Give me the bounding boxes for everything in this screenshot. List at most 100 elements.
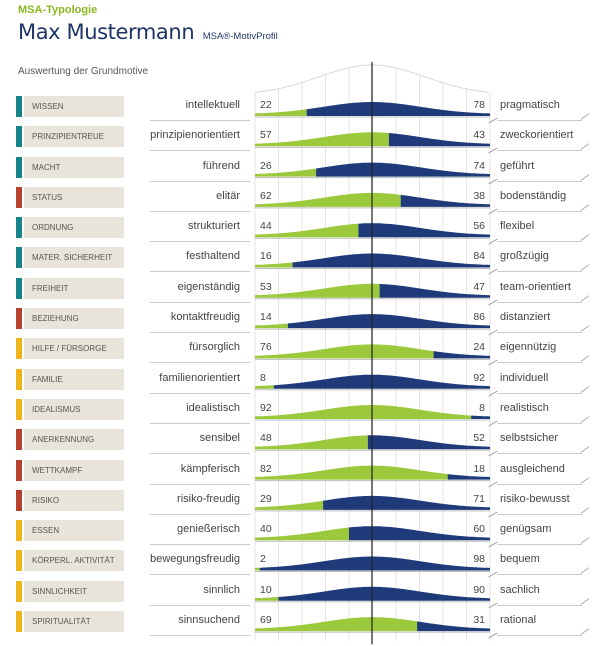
left-underline bbox=[150, 120, 250, 121]
right-underline bbox=[497, 210, 582, 212]
left-value-label: 14 bbox=[260, 311, 272, 324]
category-flag bbox=[16, 126, 22, 148]
left-underline bbox=[150, 513, 250, 515]
right-value-label: 84 bbox=[473, 250, 485, 263]
category-label: MACHT bbox=[24, 156, 124, 178]
motive-row: IDEALISMUS idealistisch 92 8 realistisch bbox=[0, 398, 597, 428]
right-value-label: 47 bbox=[473, 280, 485, 293]
right-trait-label: team-orientiert bbox=[500, 280, 571, 293]
right-trait-label: rational bbox=[500, 614, 537, 627]
left-value-label: 16 bbox=[260, 250, 272, 263]
right-underline bbox=[497, 483, 582, 485]
left-trait-label: kontaktfreudig bbox=[170, 311, 240, 324]
bar-left-share bbox=[255, 405, 472, 419]
person-name: Max Mustermann bbox=[18, 20, 195, 44]
bar-left-share bbox=[255, 168, 317, 177]
motive-row: FAMILIE familienorientiert 8 92 individuell bbox=[0, 368, 597, 398]
bar-right-share bbox=[388, 133, 490, 147]
bar-right-share bbox=[400, 194, 490, 207]
right-tick bbox=[580, 385, 590, 393]
left-underline bbox=[150, 544, 250, 546]
category-label: WETTKAMPF bbox=[24, 459, 124, 481]
bar-left-share bbox=[255, 435, 368, 450]
motive-row: ESSEN genießerisch 40 60 genügsam bbox=[0, 519, 597, 549]
right-tick bbox=[580, 295, 590, 302]
left-underline bbox=[150, 150, 250, 152]
left-trait-label: bewegungsfreudig bbox=[150, 553, 240, 566]
right-tick bbox=[580, 416, 590, 423]
category-label: MATER. SICHERHEIT bbox=[24, 247, 124, 269]
bar-left-share bbox=[255, 465, 448, 480]
category-flag bbox=[16, 489, 22, 511]
right-value-label: 86 bbox=[473, 311, 485, 324]
left-underline bbox=[150, 392, 250, 394]
left-underline bbox=[150, 574, 250, 576]
left-trait-label: kämpferisch bbox=[180, 462, 240, 475]
right-underline bbox=[497, 120, 582, 121]
category-label: ANERKENNUNG bbox=[24, 429, 124, 451]
category-label: BEZIEHUNG bbox=[24, 308, 124, 330]
bar-right-share bbox=[273, 374, 490, 389]
bar-right-share bbox=[292, 253, 490, 268]
left-underline bbox=[150, 210, 250, 212]
motive-row: MACHT führend 26 74 geführt bbox=[0, 156, 597, 186]
category-flag bbox=[16, 550, 22, 572]
motive-row: ORDNUNG strukturiert 44 56 flexibel bbox=[0, 216, 597, 246]
left-value-label: 2 bbox=[260, 553, 266, 566]
right-underline bbox=[497, 574, 582, 576]
left-value-label: 48 bbox=[260, 432, 272, 445]
bar-right-share bbox=[316, 162, 490, 177]
left-value-label: 62 bbox=[260, 189, 272, 202]
right-value-label: 24 bbox=[473, 341, 485, 354]
left-value-label: 44 bbox=[260, 220, 272, 233]
motive-row: ANERKENNUNG sensibel 48 52 selbstsicher bbox=[0, 428, 597, 458]
right-trait-label: distanziert bbox=[500, 311, 551, 324]
right-underline bbox=[497, 422, 582, 424]
category-label: ORDNUNG bbox=[24, 217, 124, 239]
category-label: SPIRITUALITÄT bbox=[24, 611, 124, 633]
left-trait-label: genießerisch bbox=[177, 523, 240, 536]
motive-row: PRINZIPIENTREUE prinzipienorientiert 57 43 z… bbox=[0, 125, 597, 155]
motive-row: HILFE / FÜRSORGE fürsorglich 76 24 eigennütz… bbox=[0, 337, 597, 367]
category-flag bbox=[16, 398, 22, 420]
left-underline bbox=[150, 241, 250, 243]
right-underline bbox=[497, 544, 582, 546]
motive-row: STATUS elitär 62 38 bodenständig bbox=[0, 186, 597, 216]
left-value-label: 53 bbox=[260, 280, 272, 293]
bar-left-share bbox=[255, 344, 434, 359]
bar-right-share bbox=[447, 474, 490, 480]
category-flag bbox=[16, 429, 22, 451]
left-trait-label: familienorientiert bbox=[159, 371, 240, 384]
category-flag bbox=[16, 611, 22, 633]
right-underline bbox=[497, 332, 582, 334]
motive-row: WISSEN intellektuell 22 78 pragmatisch bbox=[0, 95, 597, 125]
left-underline bbox=[150, 604, 250, 606]
category-flag bbox=[16, 186, 22, 208]
bar-right-share bbox=[358, 223, 490, 238]
right-tick bbox=[580, 113, 590, 120]
right-value-label: 78 bbox=[473, 99, 485, 111]
category-label: FREIHEIT bbox=[24, 277, 124, 299]
bar-right-share bbox=[306, 102, 490, 116]
right-tick bbox=[580, 264, 590, 272]
bar-right-share bbox=[433, 351, 490, 359]
left-underline bbox=[150, 332, 250, 334]
bar-right-share bbox=[471, 415, 490, 419]
left-trait-label: festhaltend bbox=[186, 250, 240, 263]
left-value-label: 26 bbox=[260, 159, 272, 172]
right-underline bbox=[497, 180, 582, 182]
left-underline bbox=[150, 422, 250, 424]
left-trait-label: elitär bbox=[216, 189, 240, 202]
right-underline bbox=[497, 513, 582, 515]
right-trait-label: geführt bbox=[500, 159, 535, 172]
left-trait-label: strukturiert bbox=[188, 220, 240, 233]
category-label: WISSEN bbox=[24, 96, 124, 117]
left-value-label: 10 bbox=[260, 583, 272, 596]
right-value-label: 98 bbox=[473, 553, 485, 566]
bar-right-share bbox=[379, 283, 490, 298]
right-trait-label: pragmatisch bbox=[500, 99, 560, 111]
brand-label: MSA-Typologie bbox=[18, 4, 98, 16]
category-flag bbox=[16, 520, 22, 542]
right-underline bbox=[497, 241, 582, 243]
